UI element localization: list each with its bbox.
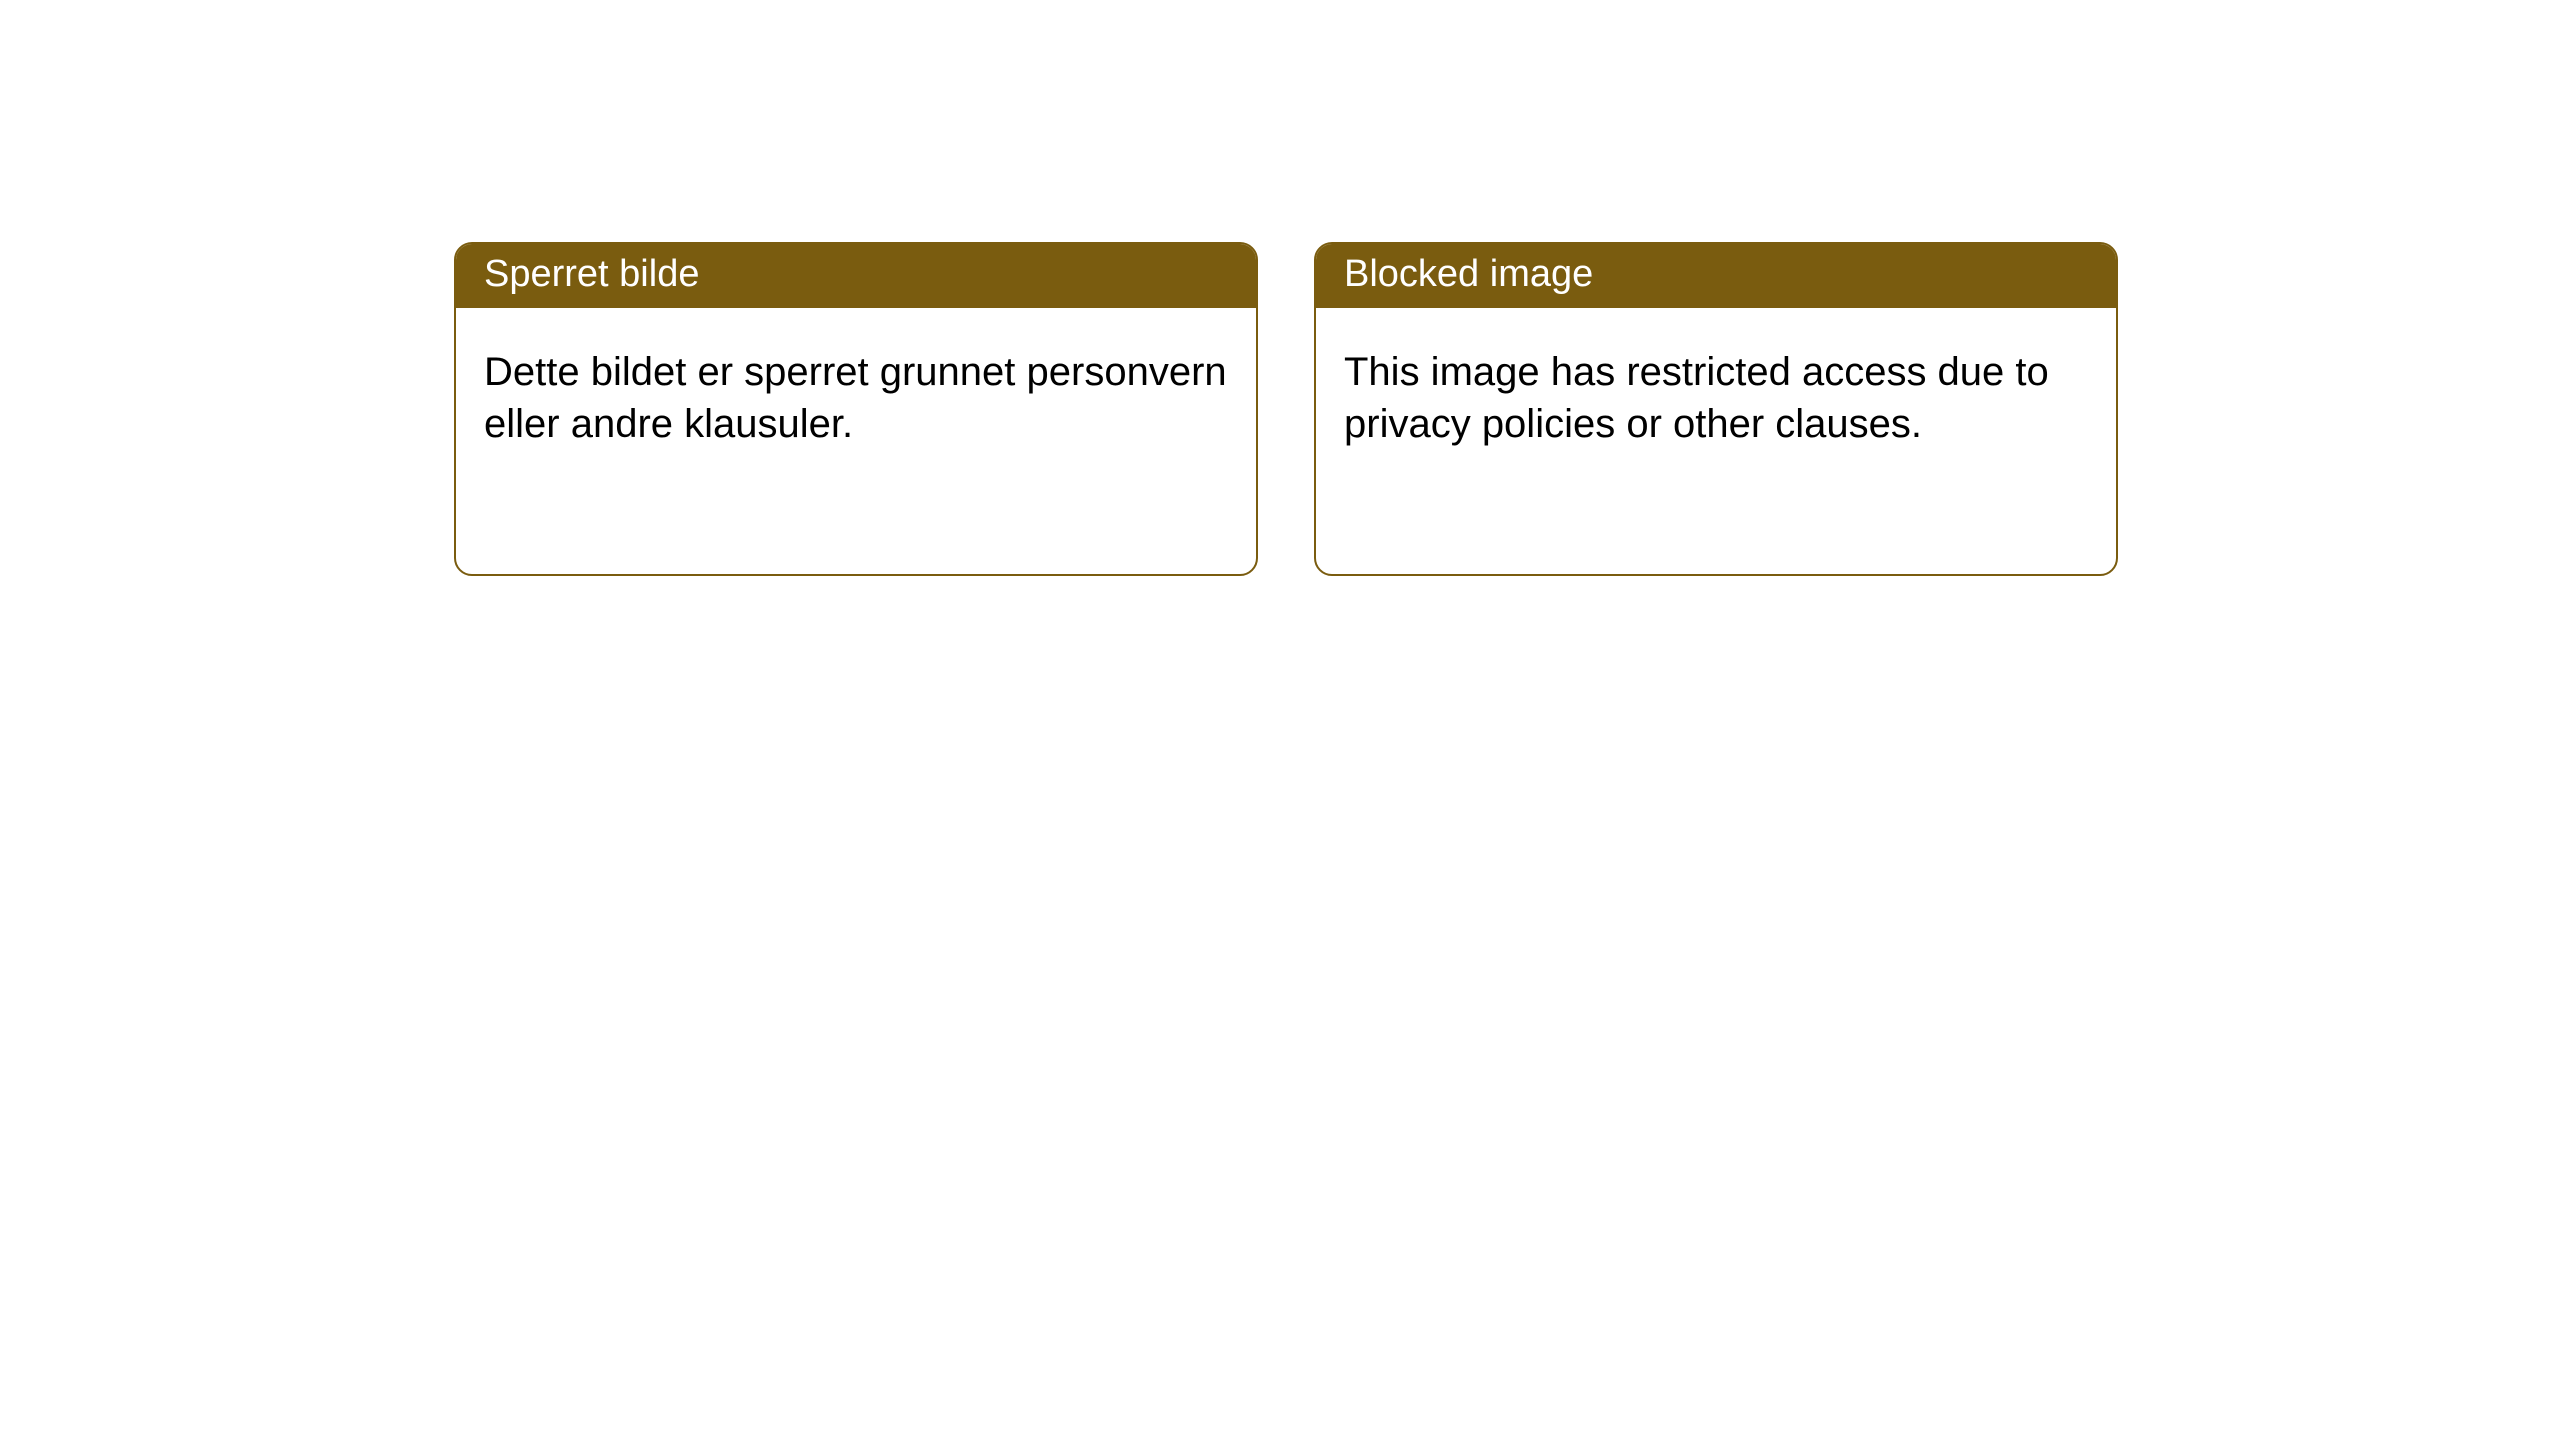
card-header: Blocked image (1316, 244, 2116, 308)
card-body: This image has restricted access due to … (1316, 308, 2116, 478)
card-body: Dette bildet er sperret grunnet personve… (456, 308, 1256, 478)
card-header: Sperret bilde (456, 244, 1256, 308)
blocked-image-card-norwegian: Sperret bilde Dette bildet er sperret gr… (454, 242, 1258, 576)
blocked-image-card-english: Blocked image This image has restricted … (1314, 242, 2118, 576)
cards-container: Sperret bilde Dette bildet er sperret gr… (0, 0, 2560, 576)
